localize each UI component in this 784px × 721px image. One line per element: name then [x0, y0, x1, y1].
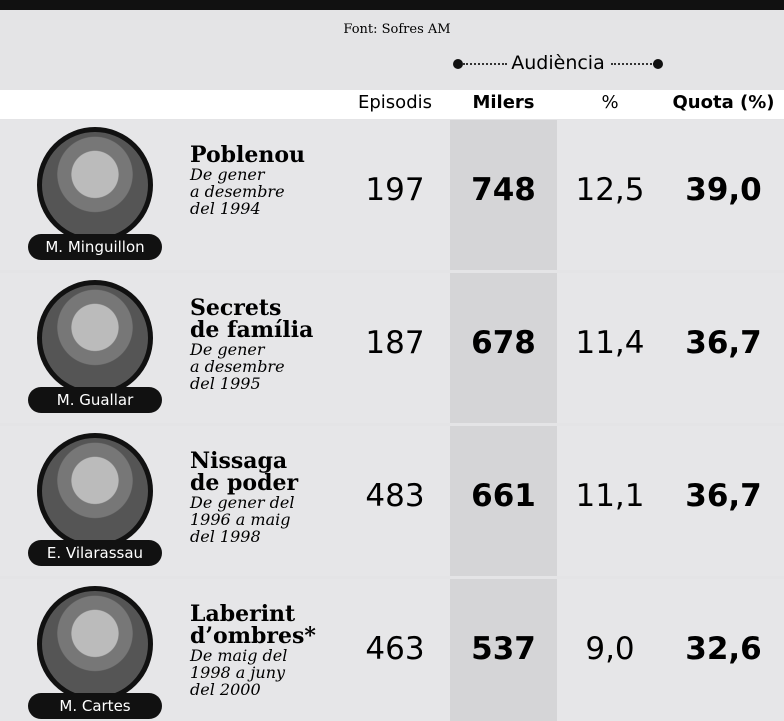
period: a desembre — [190, 183, 340, 200]
top-bar — [0, 0, 784, 10]
cell-value: 9,0 — [557, 631, 663, 667]
cell-value: 11,4 — [557, 325, 663, 361]
series-title: de poder — [190, 472, 340, 494]
series-title: Laberint — [190, 603, 340, 625]
series-title: Poblenou — [190, 144, 340, 166]
column-header: Episodis — [340, 92, 450, 113]
period: del 1994 — [190, 200, 340, 217]
period: De gener — [190, 341, 340, 358]
cell-value: 32,6 — [663, 631, 784, 667]
name-label: E. Vilarassau — [28, 540, 162, 566]
period: De gener del — [190, 494, 340, 511]
series-title: Secrets — [190, 297, 340, 319]
column-header: Milers — [450, 92, 557, 113]
cell-value: 483 — [340, 478, 450, 514]
cell-value: 197 — [340, 172, 450, 208]
cell-value: 12,5 — [557, 172, 663, 208]
cell-value: 661 — [450, 478, 557, 514]
period: del 2000 — [190, 681, 340, 698]
period: del 1998 — [190, 528, 340, 545]
portrait — [37, 586, 153, 702]
portrait — [37, 433, 153, 549]
period: a desembre — [190, 358, 340, 375]
infographic: Font: Sofres AM Audiència EpisodisMilers… — [0, 0, 784, 721]
column-header: % — [557, 92, 663, 113]
cell-value: 36,7 — [663, 325, 784, 361]
cell-value: 537 — [450, 631, 557, 667]
cell-value: 748 — [450, 172, 557, 208]
period: del 1995 — [190, 375, 340, 392]
name-label: M. Minguillon — [28, 234, 162, 260]
series-title: d’ombres* — [190, 625, 340, 647]
cell-value: 463 — [340, 631, 450, 667]
series-title: Nissaga — [190, 450, 340, 472]
portrait — [37, 127, 153, 243]
source: Font: Sofres AM — [0, 22, 784, 37]
portrait — [37, 280, 153, 396]
cell-value: 678 — [450, 325, 557, 361]
period: 1996 a maig — [190, 511, 340, 528]
cell-value: 39,0 — [663, 172, 784, 208]
period: 1998 a juny — [190, 664, 340, 681]
name-label: M. Guallar — [28, 387, 162, 413]
cell-value: 187 — [340, 325, 450, 361]
period: De gener — [190, 166, 340, 183]
cell-value: 36,7 — [663, 478, 784, 514]
cell-value: 11,1 — [557, 478, 663, 514]
group-header: Audiència — [453, 52, 663, 74]
name-label: M. Cartes — [28, 693, 162, 719]
period: De maig del — [190, 647, 340, 664]
column-header: Quota (%) — [663, 92, 784, 113]
series-title: de família — [190, 319, 340, 341]
